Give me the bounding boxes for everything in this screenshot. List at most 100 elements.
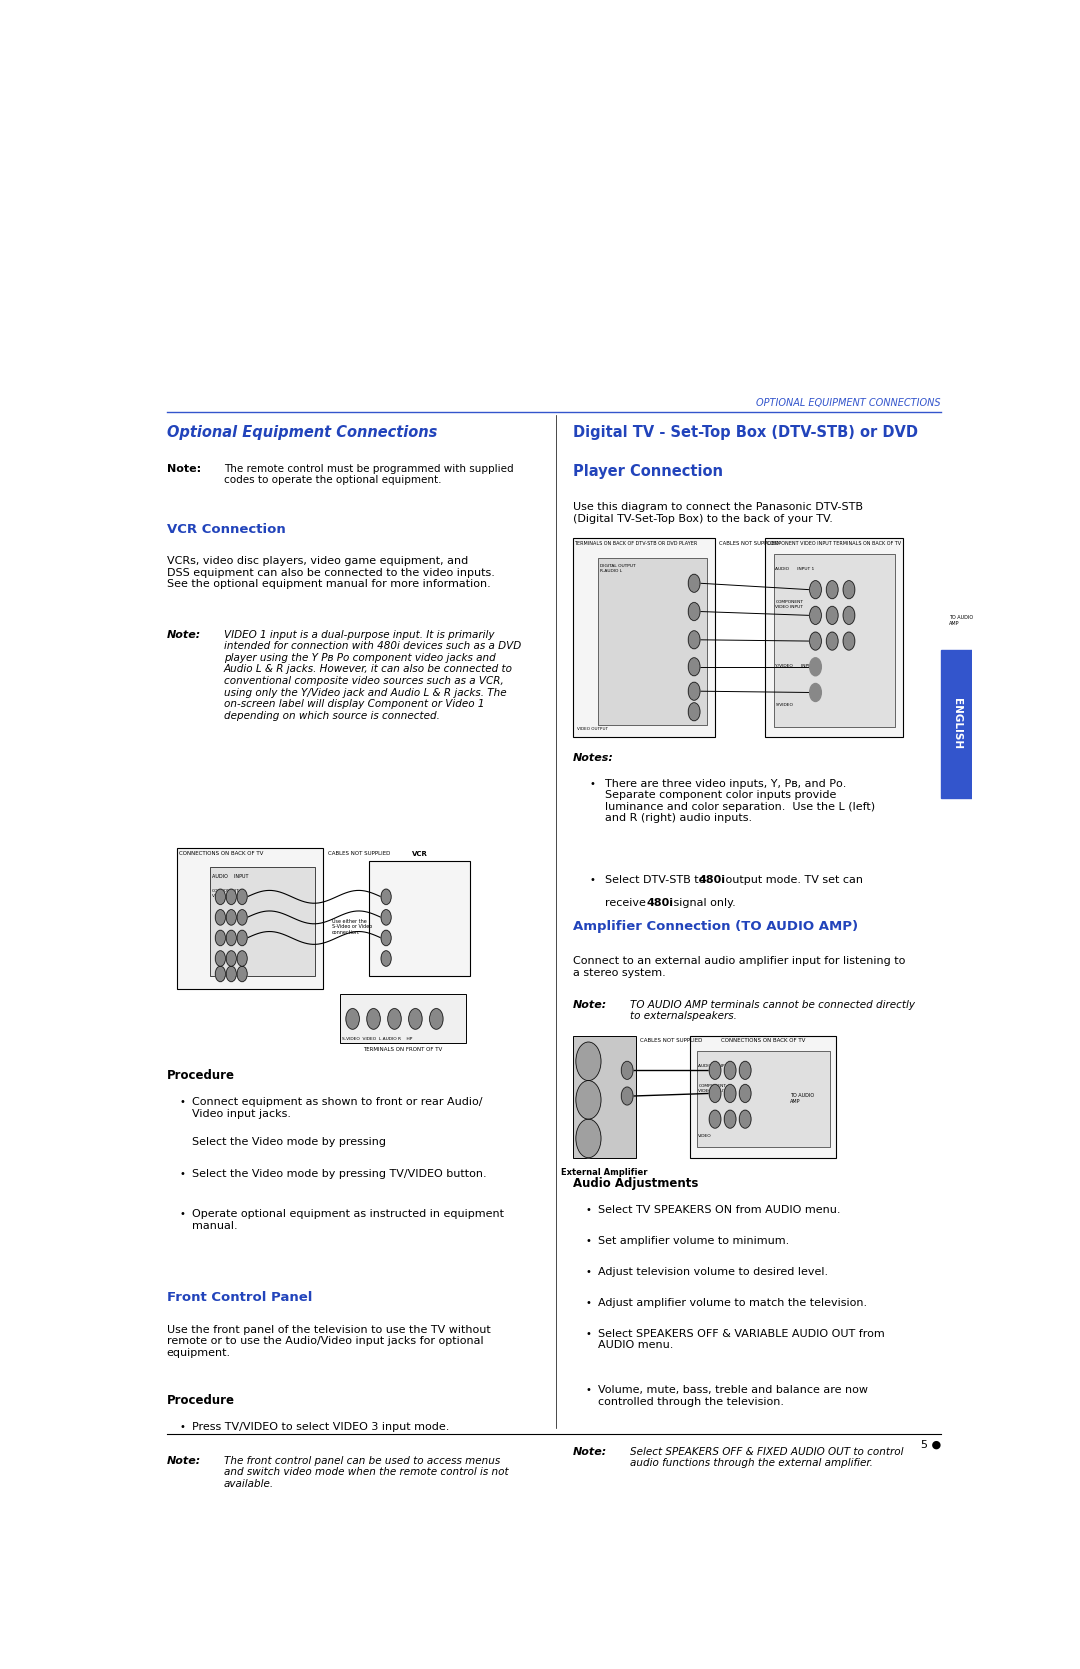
Circle shape [215, 930, 226, 946]
Circle shape [725, 1110, 735, 1128]
FancyBboxPatch shape [766, 539, 903, 738]
Text: 480i: 480i [699, 875, 726, 885]
Text: •: • [585, 1385, 591, 1395]
Text: S-VIDEO  VIDEO  L AUDIO R    HP: S-VIDEO VIDEO L AUDIO R HP [341, 1036, 413, 1041]
Text: COMPONENT
VIDEO INPUT: COMPONENT VIDEO INPUT [699, 1085, 727, 1093]
Text: Digital TV - Set-Top Box (DTV-STB) or DVD: Digital TV - Set-Top Box (DTV-STB) or DV… [572, 426, 918, 441]
Text: •: • [179, 1170, 186, 1180]
Text: •: • [590, 778, 595, 788]
Text: 480i: 480i [647, 898, 674, 908]
Text: Optional Equipment Connections: Optional Equipment Connections [166, 426, 437, 441]
Text: CONNECTIONS ON BACK OF TV: CONNECTIONS ON BACK OF TV [178, 851, 262, 856]
Circle shape [688, 574, 700, 592]
Text: Select TV SPEAKERS ON from AUDIO menu.: Select TV SPEAKERS ON from AUDIO menu. [598, 1205, 840, 1215]
Circle shape [688, 631, 700, 649]
Text: TERMINALS ON FRONT OF TV: TERMINALS ON FRONT OF TV [363, 1046, 443, 1051]
Text: Volume, mute, bass, treble and balance are now
controlled through the television: Volume, mute, bass, treble and balance a… [598, 1385, 868, 1407]
Text: TO AUDIO
AMP: TO AUDIO AMP [791, 1093, 814, 1105]
FancyBboxPatch shape [211, 868, 315, 976]
Circle shape [367, 1008, 380, 1030]
Circle shape [810, 658, 822, 676]
Text: Select DTV-STB to: Select DTV-STB to [605, 875, 708, 885]
Circle shape [688, 658, 700, 676]
Text: The front control panel can be used to access menus
and switch video mode when t: The front control panel can be used to a… [224, 1455, 509, 1489]
Circle shape [226, 910, 237, 925]
Circle shape [688, 683, 700, 701]
Circle shape [215, 890, 226, 905]
Circle shape [215, 966, 226, 981]
FancyBboxPatch shape [177, 848, 323, 990]
Text: COMPONENT VIDEO INPUT TERMINALS ON BACK OF TV: COMPONENT VIDEO INPUT TERMINALS ON BACK … [767, 541, 902, 546]
Circle shape [843, 633, 855, 649]
Circle shape [843, 606, 855, 624]
Circle shape [710, 1110, 721, 1128]
Text: receive: receive [605, 898, 649, 908]
Text: COMPONENT
VIDEO INPUT: COMPONENT VIDEO INPUT [212, 890, 240, 898]
Text: COMPONENT
VIDEO INPUT: COMPONENT VIDEO INPUT [775, 599, 804, 609]
Text: Use this diagram to connect the Panasonic DTV-STB
(Digital TV-Set-Top Box) to th: Use this diagram to connect the Panasoni… [572, 502, 863, 524]
Circle shape [688, 603, 700, 621]
Circle shape [826, 633, 838, 649]
Text: The remote control must be programmed with supplied
codes to operate the optiona: The remote control must be programmed wi… [224, 464, 513, 486]
Circle shape [621, 1087, 633, 1105]
Text: External Amplifier: External Amplifier [561, 1168, 647, 1177]
Text: output mode. TV set can: output mode. TV set can [721, 875, 863, 885]
Text: DIGITAL OUTPUT
R-AUDIO L: DIGITAL OUTPUT R-AUDIO L [600, 564, 636, 572]
Text: ENGLISH: ENGLISH [951, 698, 961, 749]
Text: Amplifier Connection (TO AUDIO AMP): Amplifier Connection (TO AUDIO AMP) [572, 920, 858, 933]
Circle shape [621, 1061, 633, 1080]
Circle shape [576, 1041, 600, 1080]
Text: Use the front panel of the television to use the TV without
remote or to use the: Use the front panel of the television to… [166, 1325, 490, 1359]
Circle shape [710, 1085, 721, 1103]
Circle shape [740, 1061, 751, 1080]
Text: Notes:: Notes: [572, 753, 613, 763]
Text: •: • [179, 1422, 186, 1432]
Text: Operate optional equipment as instructed in equipment
manual.: Operate optional equipment as instructed… [192, 1208, 504, 1230]
Circle shape [576, 1080, 600, 1120]
Text: AUDIO    INPUT: AUDIO INPUT [212, 873, 248, 878]
Text: Audio Adjustments: Audio Adjustments [572, 1177, 698, 1190]
Text: VCRs, video disc players, video game equipment, and
DSS equipment can also be co: VCRs, video disc players, video game equ… [166, 556, 495, 589]
FancyBboxPatch shape [690, 1035, 836, 1158]
Text: Press TV/VIDEO to select VIDEO 3 input mode.: Press TV/VIDEO to select VIDEO 3 input m… [192, 1422, 449, 1432]
Text: VIDEO: VIDEO [699, 1135, 712, 1138]
Text: Player Connection: Player Connection [572, 464, 723, 479]
Circle shape [725, 1061, 735, 1080]
Text: TO AUDIO
AMP: TO AUDIO AMP [949, 616, 973, 626]
Circle shape [226, 966, 237, 981]
Text: Note:: Note: [166, 1455, 201, 1465]
Text: VCR Connection: VCR Connection [166, 522, 285, 536]
Text: ​O​PTIONAL ​E​QUIPMENT ​C​ONNECTIONS: ​O​PTIONAL ​E​QUIPMENT ​C​ONNECTIONS [756, 399, 941, 409]
Circle shape [238, 966, 247, 981]
Text: •: • [590, 875, 595, 885]
Circle shape [843, 581, 855, 599]
Circle shape [215, 910, 226, 925]
Text: •: • [585, 1267, 591, 1277]
Text: Note:: Note: [166, 464, 201, 474]
Circle shape [381, 930, 391, 946]
Text: •: • [585, 1237, 591, 1247]
Text: Select SPEAKERS OFF & VARIABLE AUDIO OUT from
AUDIO menu.: Select SPEAKERS OFF & VARIABLE AUDIO OUT… [598, 1329, 885, 1350]
Text: Adjust television volume to desired level.: Adjust television volume to desired leve… [598, 1267, 828, 1277]
Circle shape [346, 1008, 360, 1030]
Circle shape [810, 633, 822, 649]
Text: Use either the
S-Video or Video
connection.: Use either the S-Video or Video connecti… [332, 918, 372, 935]
Text: VCR: VCR [411, 851, 428, 856]
Text: •: • [585, 1298, 591, 1308]
Circle shape [381, 910, 391, 925]
Circle shape [725, 1085, 735, 1103]
Text: There are three video inputs, Y, Pʙ, and Pᴏ.
Separate component color inputs pro: There are three video inputs, Y, Pʙ, and… [605, 778, 875, 823]
Circle shape [381, 890, 391, 905]
Text: TO AUDIO AMP terminals cannot be connected directly
to externalspeakers.: TO AUDIO AMP terminals cannot be connect… [630, 1000, 915, 1021]
Circle shape [710, 1061, 721, 1080]
Circle shape [226, 951, 237, 966]
Circle shape [226, 890, 237, 905]
Text: S/VIDEO: S/VIDEO [775, 703, 793, 706]
Circle shape [238, 910, 247, 925]
Circle shape [576, 1120, 600, 1158]
Text: Connect equipment as shown to front or rear Audio/
Video input jacks.: Connect equipment as shown to front or r… [192, 1097, 483, 1118]
Circle shape [810, 684, 822, 701]
Text: Select the Video mode by pressing: Select the Video mode by pressing [192, 1137, 390, 1147]
Text: Procedure: Procedure [166, 1070, 234, 1082]
FancyBboxPatch shape [369, 861, 470, 976]
